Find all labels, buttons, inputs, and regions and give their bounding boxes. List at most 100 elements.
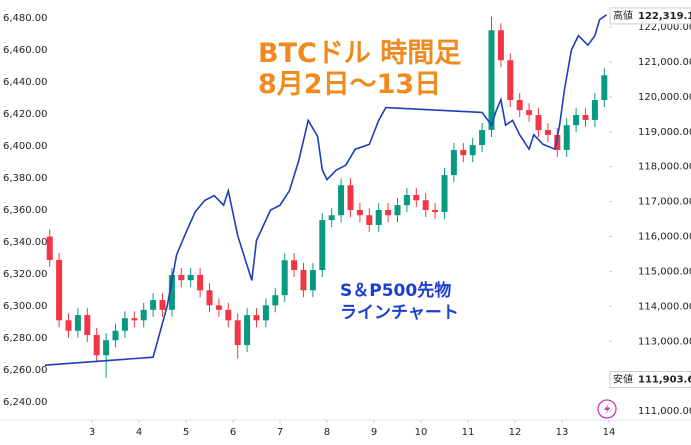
candle-body (366, 215, 373, 226)
y-tick-label: 6,460.00 (3, 45, 48, 56)
candle-body (262, 305, 269, 321)
price-tag-value: 111,903.68 (638, 375, 691, 386)
candle-body (131, 318, 138, 321)
x-tick-label: 8 (324, 427, 330, 438)
candle-body (413, 194, 420, 201)
chart-subtitle: 8月2日〜13日 (258, 69, 441, 100)
price-tag-label: 高値 (613, 9, 633, 22)
y2-tick-label: 116,000.00 (638, 232, 691, 243)
candle-body (601, 75, 608, 101)
candle-body (573, 115, 580, 126)
candle-body (450, 149, 457, 176)
candle-body (516, 100, 523, 111)
candle-body (159, 300, 166, 310)
candle-body (356, 210, 363, 216)
chart-title: BTCドル 時間足 (258, 38, 461, 69)
y-tick-label: 6,480.00 (3, 13, 48, 24)
candle-body (394, 205, 401, 216)
y2-tick-label: 122,000.00 (638, 22, 691, 33)
candle-body (479, 130, 486, 146)
candle-body (309, 270, 316, 291)
candle-body (65, 320, 72, 331)
y-tick-label: 6,380.00 (3, 173, 48, 184)
candle-body (84, 315, 91, 335)
candle-body (554, 134, 561, 150)
candle-body (591, 100, 598, 120)
x-tick-label: 12 (509, 427, 522, 438)
y2-tick-label: 120,000.00 (638, 92, 691, 103)
y-tick-label: 6,340.00 (3, 237, 48, 248)
candle-body (244, 315, 251, 346)
candle-body (234, 320, 241, 346)
y2-tick-label: 115,000.00 (638, 266, 691, 277)
candle-body (469, 145, 476, 156)
price-tag-label: 安値 (613, 373, 633, 386)
y2-tick-label: 114,000.00 (638, 301, 691, 312)
candle-body (150, 300, 157, 310)
candle-body (112, 330, 119, 341)
y2-tick-label: 111,000.00 (638, 406, 691, 417)
candle-body (319, 220, 326, 271)
price-tag-value: 122,319.14 (638, 11, 691, 22)
candle-body (225, 309, 232, 321)
candle-body (281, 260, 288, 296)
annotation: S＆P500先物 (340, 280, 451, 301)
candle-body (206, 290, 213, 306)
y2-tick-label: 113,000.00 (638, 336, 691, 347)
candle-body (215, 305, 222, 310)
annotation: ラインチャート (340, 303, 459, 323)
candle-body (460, 149, 467, 156)
y2-tick-label: 121,000.00 (638, 57, 691, 68)
x-tick-label: 5 (183, 427, 189, 438)
candle-body (385, 210, 392, 216)
y-tick-label: 6,280.00 (3, 333, 48, 344)
candle-body (46, 236, 53, 260)
y2-tick-label: 118,000.00 (638, 162, 691, 173)
candle-body (272, 295, 279, 306)
candle-body (178, 274, 185, 281)
y-tick-label: 6,320.00 (3, 269, 48, 280)
candle-body (497, 30, 504, 61)
candle-body (300, 270, 307, 291)
y-tick-label: 6,360.00 (3, 205, 48, 216)
candle-body (121, 318, 128, 331)
candle-body (56, 259, 63, 321)
y-tick-label: 6,440.00 (3, 77, 48, 88)
x-tick-label: 3 (89, 427, 95, 438)
candle-body (582, 115, 589, 120)
candle-body (544, 130, 551, 135)
candle-body (507, 60, 514, 101)
candle-body (441, 175, 448, 213)
candle-body (432, 210, 439, 213)
candle-body (535, 115, 542, 131)
y-tick-label: 6,260.00 (3, 365, 48, 376)
y-tick-label: 6,240.00 (3, 397, 48, 408)
candle-body (187, 274, 194, 281)
candle-body (347, 185, 354, 210)
price-tag (609, 371, 691, 389)
price-tag (609, 7, 691, 25)
candle-body (403, 194, 410, 206)
y2-tick-label: 117,000.00 (638, 197, 691, 208)
candle-body (328, 215, 335, 221)
candle-body (526, 110, 533, 116)
candle-body (563, 125, 570, 150)
x-tick-label: 14 (603, 427, 616, 438)
candle-body (338, 185, 345, 216)
x-tick-label: 6 (230, 427, 236, 438)
x-tick-label: 9 (371, 427, 377, 438)
candle-body (74, 315, 81, 331)
x-tick-label: 13 (556, 427, 569, 438)
candle-body (93, 334, 100, 356)
candle-body (168, 274, 175, 310)
line-series (44, 14, 608, 366)
x-tick-label: 11 (462, 427, 475, 438)
lightning-icon[interactable] (597, 399, 617, 419)
y-tick-label: 6,420.00 (3, 109, 48, 120)
candle-body (103, 340, 110, 356)
candle-body (488, 30, 495, 131)
x-tick-label: 7 (277, 427, 283, 438)
y-tick-label: 6,400.00 (3, 141, 48, 152)
candle-body (197, 274, 204, 291)
candle-body (291, 260, 298, 271)
